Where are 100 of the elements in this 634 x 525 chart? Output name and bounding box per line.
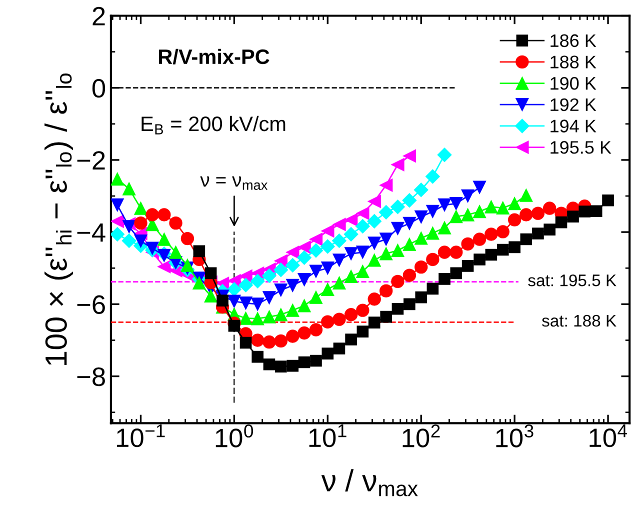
- x-tick-label: 10$^{3}$: [496, 424, 534, 448]
- point: [379, 178, 393, 192]
- legend-label: 190 K: [550, 76, 596, 90]
- point: [169, 246, 182, 259]
- point: [321, 224, 334, 238]
- point: [438, 221, 452, 234]
- annotation: E$_{B}$ = 200 kV/cm: [142, 116, 286, 134]
- point: [426, 226, 440, 240]
- point: [450, 210, 463, 224]
- point: [309, 264, 323, 278]
- point: [368, 254, 381, 267]
- point: [450, 196, 463, 210]
- point: [146, 242, 159, 255]
- point: [426, 204, 440, 218]
- point: [414, 182, 428, 198]
- point: [379, 232, 393, 246]
- point: [298, 273, 311, 286]
- point: [262, 291, 276, 304]
- point: [238, 278, 253, 292]
- y-tick-label: 0: [92, 78, 106, 98]
- point: [134, 234, 148, 248]
- point: [204, 289, 218, 302]
- point: [402, 216, 416, 230]
- point: [484, 200, 498, 214]
- point: [228, 294, 241, 308]
- point: [520, 188, 533, 202]
- point: [332, 276, 346, 290]
- series-label: sat: 195.5 K: [528, 274, 616, 286]
- point: [321, 282, 334, 296]
- point: [286, 304, 300, 317]
- point: [110, 214, 124, 228]
- point: [122, 220, 136, 234]
- point: [378, 205, 394, 220]
- point: [320, 239, 335, 254]
- point: [390, 200, 405, 214]
- y-tick-label: −6: [77, 295, 105, 314]
- point: [368, 194, 381, 208]
- point: [321, 262, 334, 275]
- point: [239, 312, 252, 325]
- point: [368, 236, 381, 250]
- x-tick-label: 10$^{4}$: [590, 424, 628, 448]
- point: [309, 290, 323, 304]
- point: [461, 189, 474, 203]
- point: [285, 258, 300, 272]
- point: [496, 201, 510, 215]
- point: [309, 232, 323, 246]
- point: [308, 243, 324, 258]
- point: [472, 204, 486, 218]
- legend-label: 186 K: [550, 34, 596, 48]
- point: [414, 210, 428, 224]
- y-tick-label: 2: [92, 6, 105, 26]
- legend-label: 192 K: [550, 98, 596, 112]
- point: [402, 149, 416, 163]
- x-tick-label: 10$^{−1}$: [117, 424, 165, 448]
- point: [391, 244, 404, 258]
- point: [297, 250, 312, 265]
- point: [251, 312, 264, 326]
- point: [110, 198, 124, 212]
- ref-line-label: ν = ν$_{max}$: [200, 176, 268, 190]
- point: [110, 227, 125, 242]
- point: [438, 198, 452, 212]
- point: [356, 206, 370, 220]
- point: [239, 296, 252, 310]
- x-tick-label: 10$^{0}$: [216, 424, 254, 448]
- point: [461, 208, 474, 222]
- x-tick-label: 10$^{2}$: [402, 424, 440, 448]
- point: [286, 278, 300, 292]
- point: [379, 247, 393, 260]
- point: [332, 233, 346, 248]
- point: [356, 264, 370, 278]
- point: [508, 196, 522, 210]
- point: [344, 213, 358, 226]
- point: [402, 193, 417, 208]
- annotation: R/V-mix-PC: [159, 48, 270, 64]
- point: [391, 222, 404, 236]
- point: [344, 247, 358, 260]
- point: [122, 182, 136, 196]
- x-axis-title: ν / ν$_{max}$: [321, 469, 418, 496]
- point: [437, 148, 452, 162]
- point: [274, 254, 288, 268]
- point: [250, 274, 265, 288]
- point: [286, 246, 300, 259]
- point: [251, 298, 264, 311]
- point: [180, 258, 194, 272]
- point: [274, 284, 288, 297]
- point: [134, 202, 148, 215]
- point: [274, 262, 288, 278]
- point: [391, 158, 404, 172]
- point: [192, 276, 206, 290]
- y-tick-label: −4: [77, 223, 106, 242]
- point: [158, 232, 171, 246]
- point: [298, 240, 311, 254]
- series-label: sat: 188 K: [542, 314, 616, 327]
- point: [402, 238, 416, 251]
- point: [298, 299, 311, 312]
- y-axis-title: 100 × (ε''$_{hi}$ − ε''$_{lo}$) / ε''$_{lo}$: [44, 74, 73, 366]
- point: [344, 227, 358, 242]
- legend-label: 188 K: [550, 56, 596, 68]
- point: [356, 246, 370, 259]
- point: [414, 232, 428, 245]
